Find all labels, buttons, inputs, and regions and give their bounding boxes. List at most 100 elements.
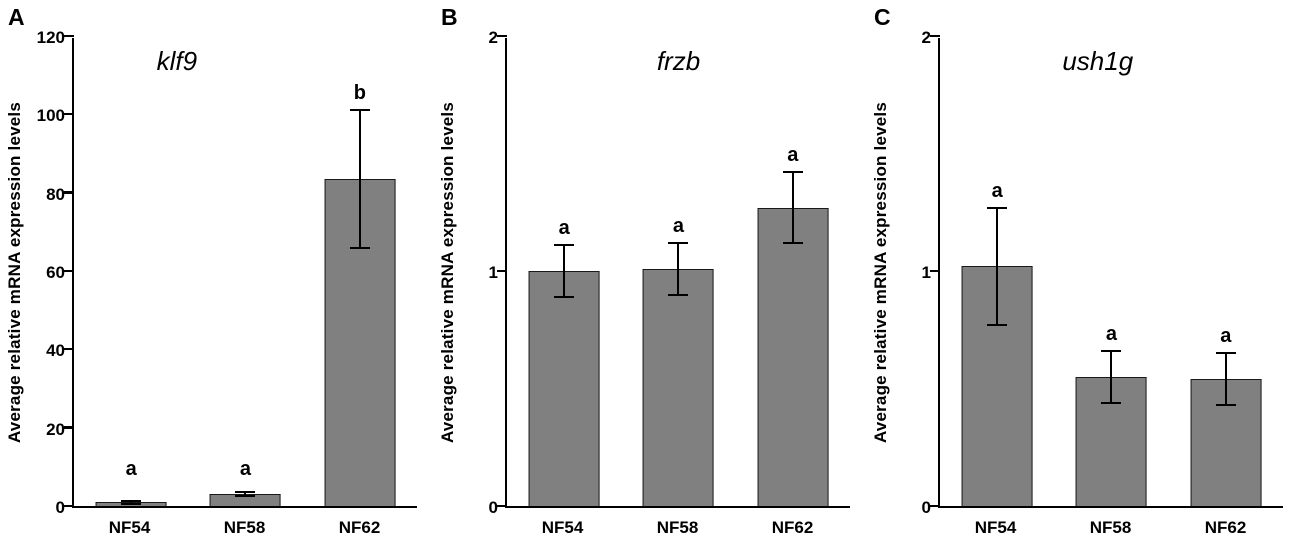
bar-slot: a — [736, 38, 850, 506]
plot-area: ush1g a a a — [930, 34, 1283, 508]
chart-main: frzb a a a NF54 NF58 NF62 — [497, 34, 866, 538]
bar-slot: b — [303, 38, 417, 506]
y-axis-title: Average relative mRNA expression levels — [871, 102, 890, 444]
error-bar — [677, 242, 680, 295]
significance-letter: a — [1220, 325, 1232, 348]
x-category-label: NF58 — [223, 518, 266, 537]
error-bar-cap — [235, 491, 256, 494]
chart-title: klf9 — [156, 46, 198, 76]
error-bar-cap — [554, 244, 575, 247]
error-bar-cap — [987, 324, 1008, 327]
y-tick-label: 2 — [921, 28, 931, 47]
y-tick-label: 100 — [36, 106, 65, 126]
chart-main: ush1g a a a NF54 NF58 NF62 — [930, 34, 1299, 538]
y-tick-label: 80 — [46, 184, 65, 204]
panel-c: C Average relative mRNA expression level… — [866, 0, 1299, 555]
significance-letter: a — [672, 214, 685, 237]
error-bar — [130, 500, 133, 504]
y-tick-mark — [64, 34, 74, 37]
y-tick-labels: 0 1 2 — [896, 28, 938, 517]
error-bar-cap — [668, 241, 689, 244]
panel-letter-c: C — [874, 4, 891, 30]
y-tick-label: 20 — [46, 419, 65, 439]
y-axis-title: Average relative mRNA expression levels — [438, 102, 457, 444]
significance-letter: a — [787, 144, 799, 167]
bar-nf54 — [528, 271, 600, 506]
chart-title: frzb — [656, 46, 701, 76]
error-bar — [996, 207, 999, 326]
error-bar — [244, 492, 247, 497]
significance-letter: a — [1105, 322, 1118, 345]
error-bar-cap — [121, 502, 142, 505]
x-category-label: NF62 — [338, 518, 381, 537]
x-category-label: NF58 — [656, 518, 699, 537]
y-axis-title: Average relative mRNA expression levels — [5, 102, 24, 444]
x-category-label: NF62 — [771, 518, 814, 537]
bar-slot: a — [188, 38, 302, 506]
bar-slot: a — [507, 38, 621, 506]
y-tick-label: 0 — [488, 498, 498, 517]
error-bar-cap — [987, 206, 1008, 209]
error-bar-cap — [1215, 403, 1236, 406]
y-tick-label: 0 — [55, 498, 65, 517]
panel-b: B Average relative mRNA expression level… — [433, 0, 866, 555]
error-bar-cap — [349, 246, 370, 249]
x-category-label: NF58 — [1089, 518, 1132, 537]
error-bar-cap — [121, 499, 142, 502]
y-tick-labels: 0 20 40 60 80 100 120 — [30, 28, 72, 517]
y-tick-mark — [64, 347, 74, 351]
y-tick-label: 120 — [36, 28, 65, 47]
y-tick-mark — [930, 504, 940, 507]
significance-letter: a — [239, 458, 252, 480]
significance-letter: b — [353, 82, 366, 105]
error-bar-cap — [668, 293, 689, 296]
y-tick-mark — [497, 269, 507, 272]
bar-nf62 — [324, 178, 396, 506]
y-tick-mark — [497, 504, 507, 507]
error-bar-cap — [1101, 401, 1122, 404]
error-bar-cap — [235, 495, 256, 498]
error-bar — [791, 172, 794, 243]
y-tick-mark — [930, 34, 940, 37]
x-category-label: NF54 — [541, 518, 584, 537]
y-tick-mark — [64, 504, 74, 507]
y-tick-label: 0 — [921, 498, 931, 517]
bar-slot: a — [74, 38, 188, 506]
error-bar-cap — [1101, 349, 1122, 352]
significance-letter: a — [125, 458, 137, 480]
panel-letter-a: A — [8, 4, 25, 30]
x-labels-row: NF54 NF58 NF62 — [505, 518, 850, 538]
x-labels-row: NF54 NF58 NF62 — [72, 518, 417, 538]
error-bar-cap — [782, 241, 803, 244]
error-bar — [358, 110, 361, 248]
y-tick-label: 40 — [46, 341, 65, 361]
x-labels-row: NF54 NF58 NF62 — [938, 518, 1283, 538]
bar-nf62 — [757, 207, 829, 506]
y-tick-label: 1 — [921, 263, 931, 282]
y-tick-mark — [930, 269, 940, 272]
error-bar-cap — [349, 109, 370, 112]
y-tick-mark — [497, 34, 507, 37]
plot-area: klf9 a a b — [64, 34, 417, 508]
plot-area: frzb a a a — [497, 34, 850, 508]
bar-slot: a — [1169, 38, 1283, 506]
error-bar — [1224, 353, 1227, 405]
panel-letter-b: B — [441, 4, 458, 30]
chart-main: klf9 a a b NF54 NF58 NF62 — [64, 34, 433, 538]
panel-a: A Average relative mRNA expression level… — [0, 0, 433, 555]
y-tick-label: 2 — [488, 28, 498, 47]
y-tick-mark — [64, 191, 74, 194]
bar-slot: a — [621, 38, 735, 506]
y-tick-mark — [64, 269, 74, 272]
significance-letter: a — [991, 179, 1003, 202]
y-tick-mark — [64, 426, 74, 429]
bar-slot: a — [1054, 38, 1168, 506]
y-tick-label: 1 — [488, 263, 498, 282]
significance-letter: a — [558, 217, 570, 240]
bar-slot: a — [940, 38, 1054, 506]
error-bar — [563, 245, 566, 297]
y-tick-labels: 0 1 2 — [463, 28, 505, 517]
error-bar-cap — [782, 171, 803, 174]
x-category-label: NF62 — [1204, 518, 1247, 537]
